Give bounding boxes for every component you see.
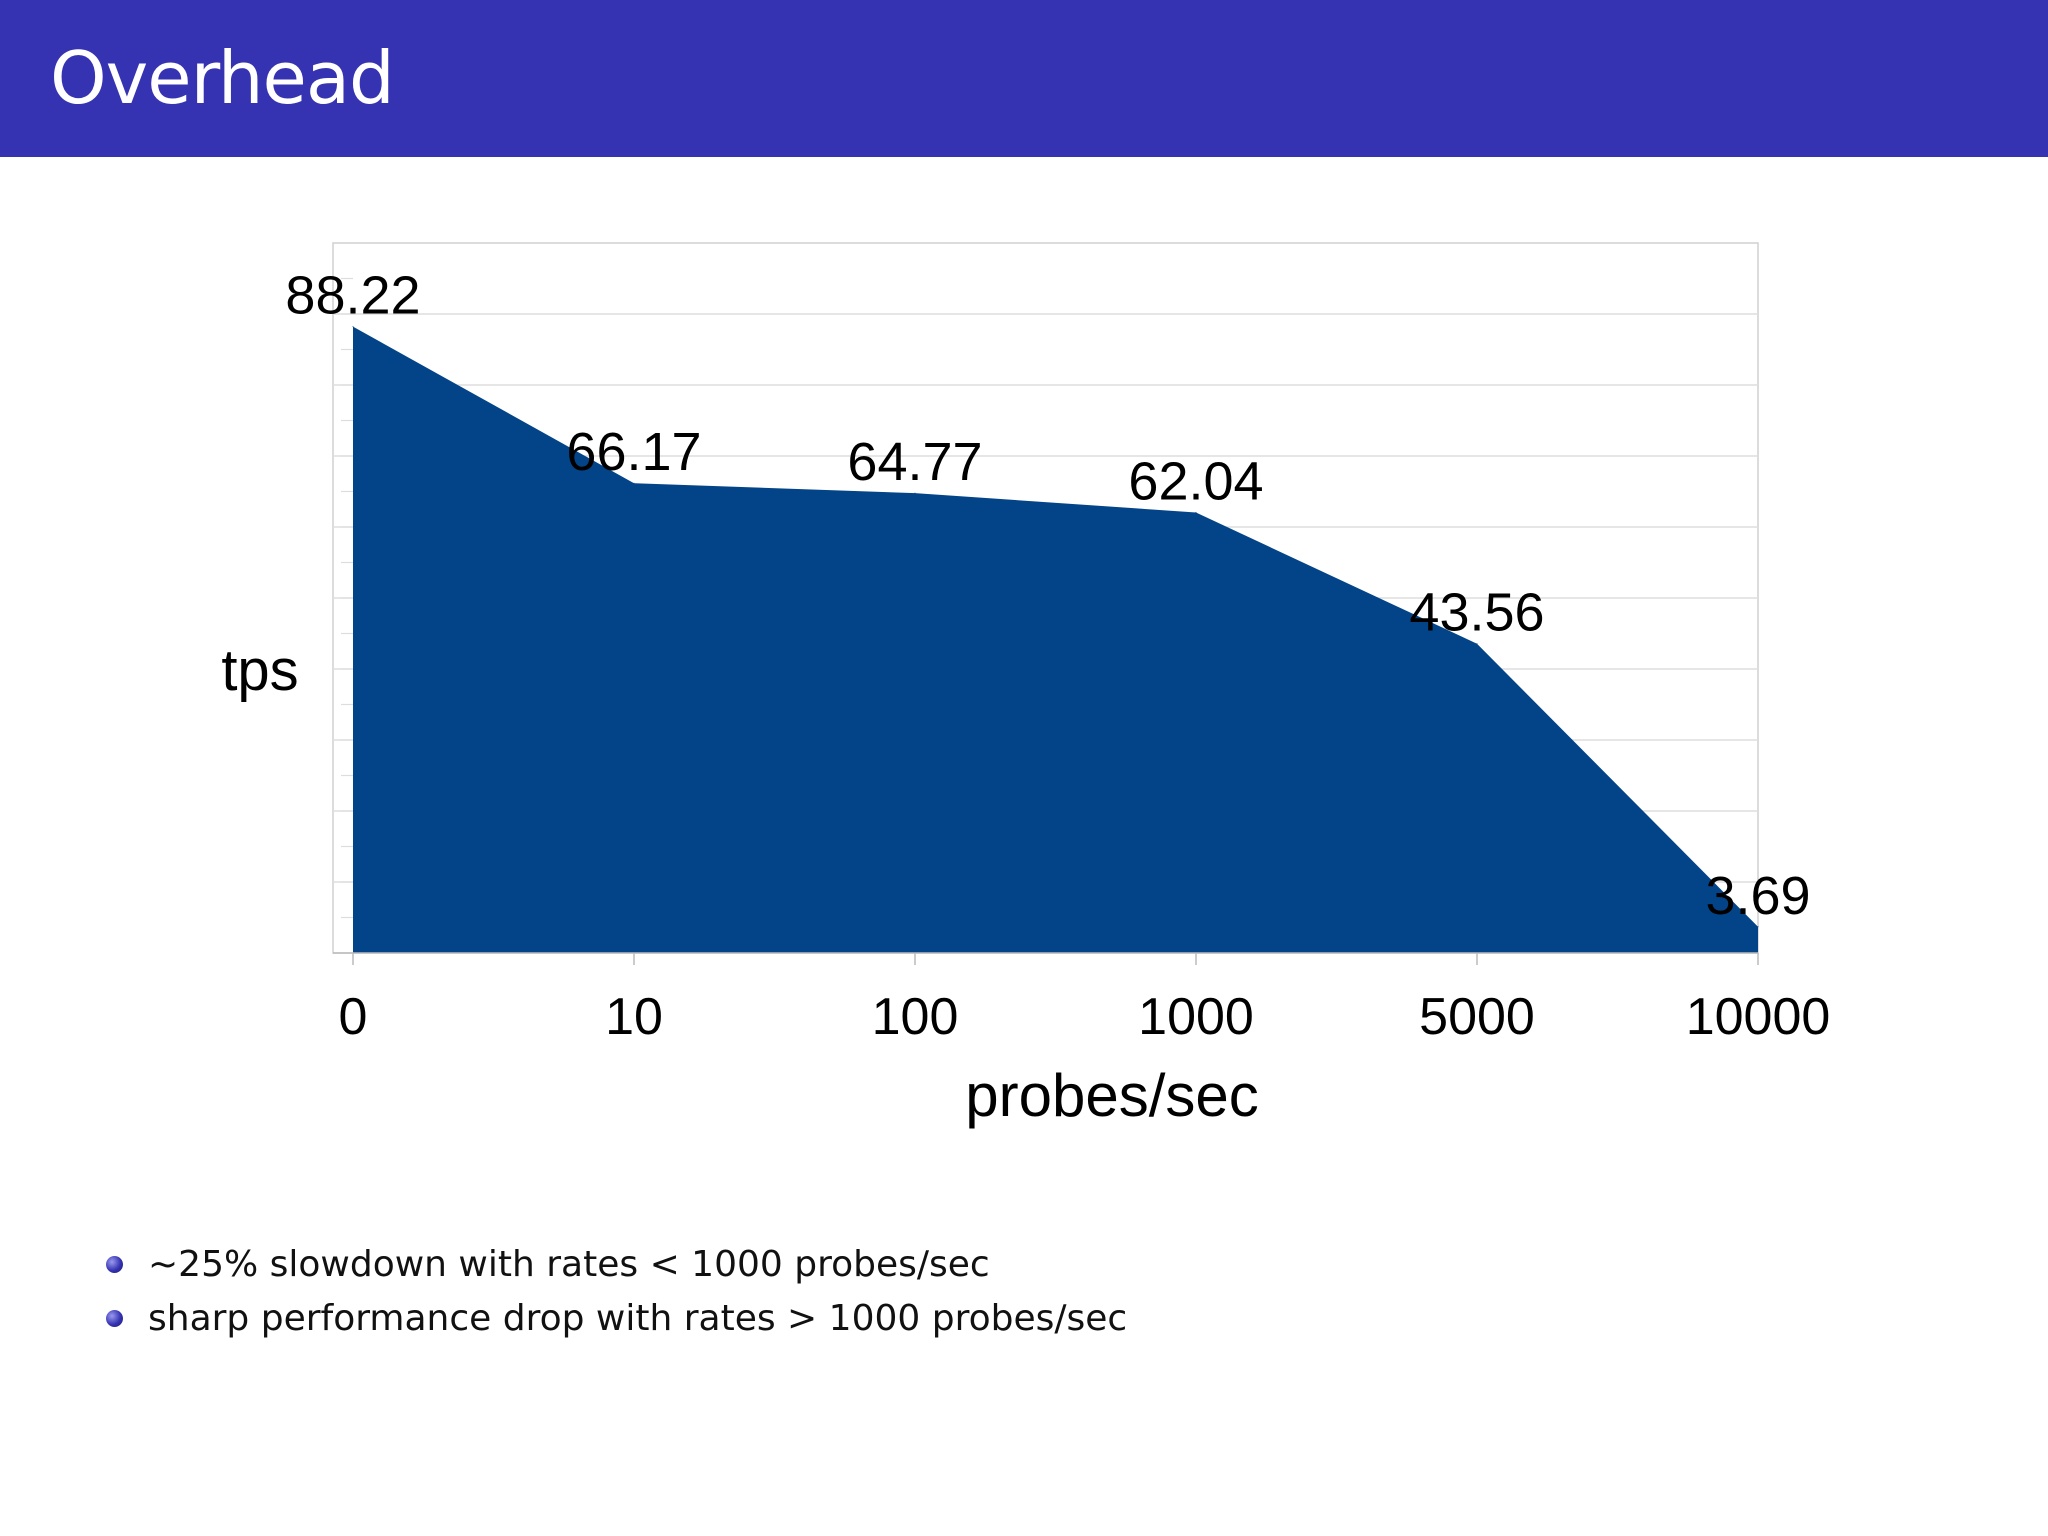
title-bar: Overhead (0, 0, 2048, 157)
bullet-item: ~25% slowdown with rates < 1000 probes/s… (104, 1238, 1127, 1292)
bullet-item: sharp performance drop with rates > 1000… (104, 1292, 1127, 1346)
data-point (1476, 643, 1478, 645)
x-axis-label: probes/sec (965, 1062, 1259, 1129)
data-label: 43.56 (1409, 583, 1544, 643)
x-tick-label: 0 (339, 988, 368, 1046)
x-tick-label: 1000 (1138, 988, 1254, 1046)
bullet-text: sharp performance drop with rates > 1000… (148, 1298, 1128, 1339)
bullet-icon (106, 1310, 123, 1327)
slide-title: Overhead (50, 36, 395, 120)
data-point (352, 326, 354, 328)
x-tick-label: 5000 (1419, 988, 1535, 1046)
data-point (1195, 512, 1197, 514)
data-label: 62.04 (1128, 452, 1263, 512)
area-chart: 0 10 100 1000 5000 10000 88.22 66.17 64.77 62.04… (221, 242, 1831, 1129)
bullet-list: ~25% slowdown with rates < 1000 probes/s… (104, 1238, 1127, 1346)
data-point (914, 492, 916, 494)
area-layer (333, 326, 1759, 954)
data-label: 3.69 (1705, 866, 1810, 926)
x-tick-label: 100 (872, 988, 959, 1046)
bullet-icon (106, 1256, 123, 1273)
x-tick-label: 10 (605, 988, 663, 1046)
data-label: 66.17 (566, 422, 701, 482)
x-tick-label: 10000 (1686, 988, 1831, 1046)
data-point (633, 482, 635, 484)
bullet-text: ~25% slowdown with rates < 1000 probes/s… (148, 1244, 990, 1285)
data-label: 88.22 (285, 266, 420, 326)
data-point (1757, 926, 1759, 928)
y-axis-label: tps (221, 638, 298, 703)
x-tick-labels: 0 10 100 1000 5000 10000 (339, 988, 1831, 1046)
area-series (353, 326, 1758, 953)
data-label: 64.77 (847, 432, 982, 492)
data-labels: 88.22 66.17 64.77 62.04 43.56 3.69 (285, 266, 1810, 926)
